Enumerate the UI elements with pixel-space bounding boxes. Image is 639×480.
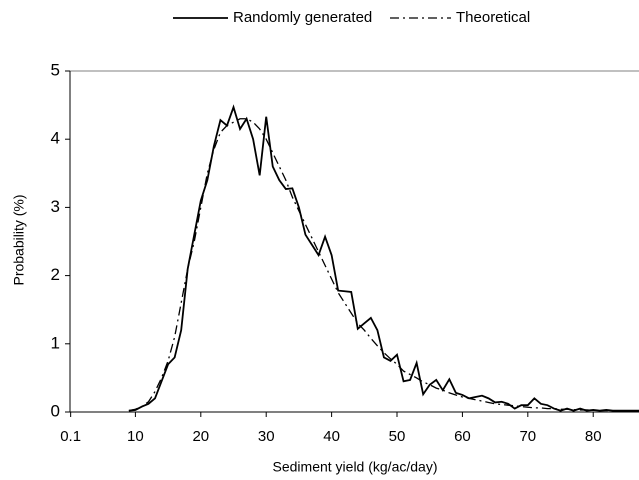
y-tick-label: 5 [51, 60, 60, 79]
x-tick-label: 80 [585, 428, 602, 445]
x-tick-label: 40 [323, 428, 340, 445]
y-tick-label: 0 [51, 401, 60, 420]
x-tick-label: 50 [389, 428, 406, 445]
data-line [128, 104, 639, 412]
y-axis-label: Probability (%) [11, 194, 27, 285]
x-axis-label: Sediment yield (kg/ac/day) [273, 459, 438, 475]
legend: Randomly generated Theoretical [173, 9, 530, 26]
y-tick-label: 1 [51, 333, 60, 352]
data-line [128, 118, 639, 412]
y-tick-label: 3 [51, 197, 60, 216]
legend-label: Randomly generated [233, 9, 372, 26]
x-tick-label: 30 [258, 428, 275, 445]
x-tick-label: 20 [192, 428, 209, 445]
y-tick-label: 2 [51, 265, 60, 284]
y-tick-label: 4 [51, 129, 60, 148]
x-tick-label: 70 [519, 428, 536, 445]
legend-label: Theoretical [456, 9, 530, 26]
x-tick-label: 60 [454, 428, 471, 445]
x-tick-label: 10 [127, 428, 144, 445]
x-tick-label: 0.1 [60, 428, 81, 445]
